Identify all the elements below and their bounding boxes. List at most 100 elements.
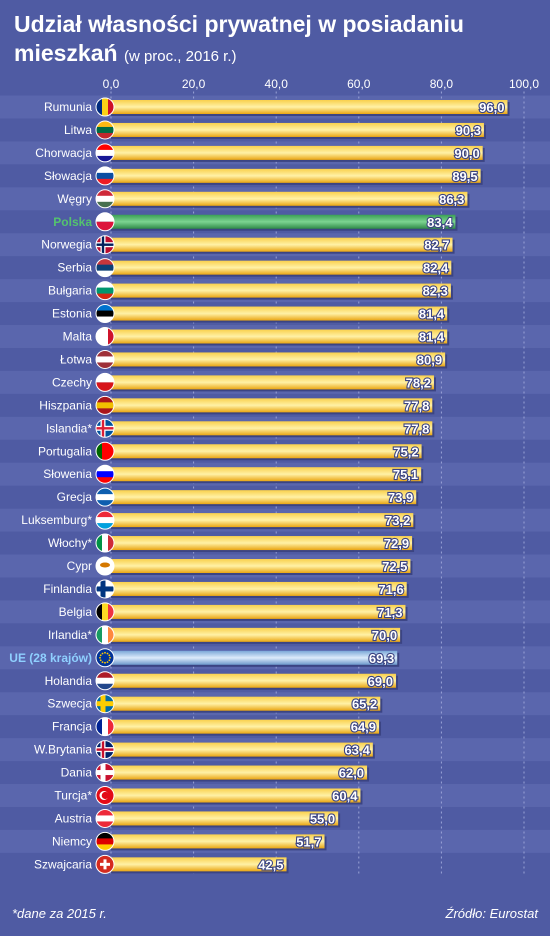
bar [111, 581, 407, 596]
bar [111, 696, 381, 711]
category-label: Hiszpania [39, 398, 92, 412]
flag-lt-icon [95, 120, 115, 140]
value-label: 71,6 [378, 582, 403, 597]
flag-de-icon [95, 831, 115, 851]
value-label: 75,1 [393, 467, 418, 482]
flag-ee-icon [95, 304, 115, 324]
category-label: Chorwacja [35, 146, 92, 160]
bar [111, 834, 325, 849]
value-label: 81,4 [419, 330, 445, 345]
x-tick-label: 0,0 [103, 77, 120, 91]
flag-be-icon [95, 602, 115, 622]
flag-eu-icon [95, 648, 115, 668]
category-label: UE (28 krajów) [9, 651, 92, 665]
bar [111, 168, 481, 183]
category-label: Rumunia [44, 100, 92, 114]
flag-no-icon [95, 235, 115, 255]
value-label: 69,3 [369, 651, 394, 666]
category-label: Węgry [57, 192, 92, 206]
value-label: 80,9 [417, 352, 442, 367]
bar [111, 352, 446, 367]
category-label: Dania [61, 766, 93, 780]
value-label: 73,2 [385, 513, 410, 528]
flag-dk-icon [95, 763, 115, 783]
flag-sk-icon [95, 166, 115, 186]
category-label: Malta [63, 330, 93, 344]
value-label: 82,7 [424, 238, 449, 253]
value-label: 82,3 [423, 284, 448, 299]
category-label: Francja [52, 720, 92, 734]
value-label: 51,7 [296, 834, 321, 849]
bar [111, 765, 368, 780]
bar [111, 513, 414, 528]
flag-se-icon [95, 694, 115, 714]
bar [111, 191, 468, 206]
value-label: 60,4 [332, 789, 358, 804]
value-label: 62,0 [339, 766, 364, 781]
flag-cz-icon [95, 372, 115, 392]
value-label: 77,8 [404, 421, 429, 436]
category-label: Łotwa [60, 352, 92, 366]
flag-lu-icon [95, 510, 115, 530]
value-label: 72,9 [384, 536, 409, 551]
bar [111, 559, 411, 573]
value-label: 72,5 [382, 559, 407, 574]
bars [111, 100, 510, 874]
bar [111, 811, 339, 826]
x-tick-label: 100,0 [509, 77, 539, 91]
chart-title: Udział własności prywatnej w posiadaniu … [14, 10, 534, 71]
flag-ie-icon [95, 625, 115, 645]
category-label: Włochy* [48, 536, 92, 550]
flag-hu-icon [95, 189, 115, 209]
flag-cy-icon [95, 556, 115, 576]
bar [111, 627, 401, 642]
category-label: Litwa [64, 123, 92, 137]
flags [95, 97, 115, 874]
category-label: Turcja* [54, 789, 92, 803]
bar [111, 467, 422, 482]
bar [111, 857, 287, 872]
flag-fi-icon [95, 579, 115, 599]
value-label: 90,3 [456, 123, 481, 138]
value-label: 65,2 [352, 697, 377, 712]
chart-title-text: Udział własności prywatnej w posiadaniu … [14, 11, 464, 66]
category-label: Luksemburg* [21, 513, 92, 527]
value-label: 71,3 [377, 605, 402, 620]
bar [111, 260, 452, 275]
bar [111, 650, 398, 665]
category-label: Bułgaria [48, 284, 92, 298]
category-label: Czechy [52, 375, 92, 389]
bar [111, 237, 453, 252]
flag-bg-icon [95, 281, 115, 301]
category-label: Niemcy [52, 834, 92, 848]
value-label: 86,3 [439, 192, 464, 207]
value-label: 63,4 [345, 743, 371, 758]
bar [111, 398, 433, 413]
category-label: Słowenia [43, 467, 92, 481]
flag-gr-icon [95, 487, 115, 507]
flag-pl-icon [95, 212, 115, 232]
chart-subtitle: (w proc., 2016 r.) [123, 48, 237, 65]
x-tick-label: 60,0 [347, 77, 371, 91]
flag-mt-icon [95, 327, 115, 346]
bar [111, 788, 361, 803]
flag-ch-icon [95, 854, 115, 874]
bar [111, 100, 508, 114]
value-labels: 96,0 90,3 90,0 89,5 86,3 83,4 82,7 82,4 82,3 81,4… [257, 99, 505, 874]
flag-fr-icon [95, 717, 115, 737]
x-tick-label: 40,0 [265, 77, 289, 91]
source-note: Źródło: Eurostat [445, 906, 539, 921]
bar [111, 604, 406, 619]
flag-hr-icon [95, 143, 115, 163]
bar [111, 329, 448, 344]
category-label: Holandia [45, 674, 93, 688]
category-label: W.Brytania [34, 743, 92, 757]
flag-lv-icon [95, 349, 115, 369]
category-label: Portugalia [38, 444, 92, 458]
value-label: 73,9 [388, 490, 413, 505]
value-label: 64,9 [351, 720, 376, 735]
flag-gb-icon [95, 740, 115, 760]
category-label: Finlandia [43, 582, 92, 596]
flag-rs-icon [95, 258, 115, 278]
